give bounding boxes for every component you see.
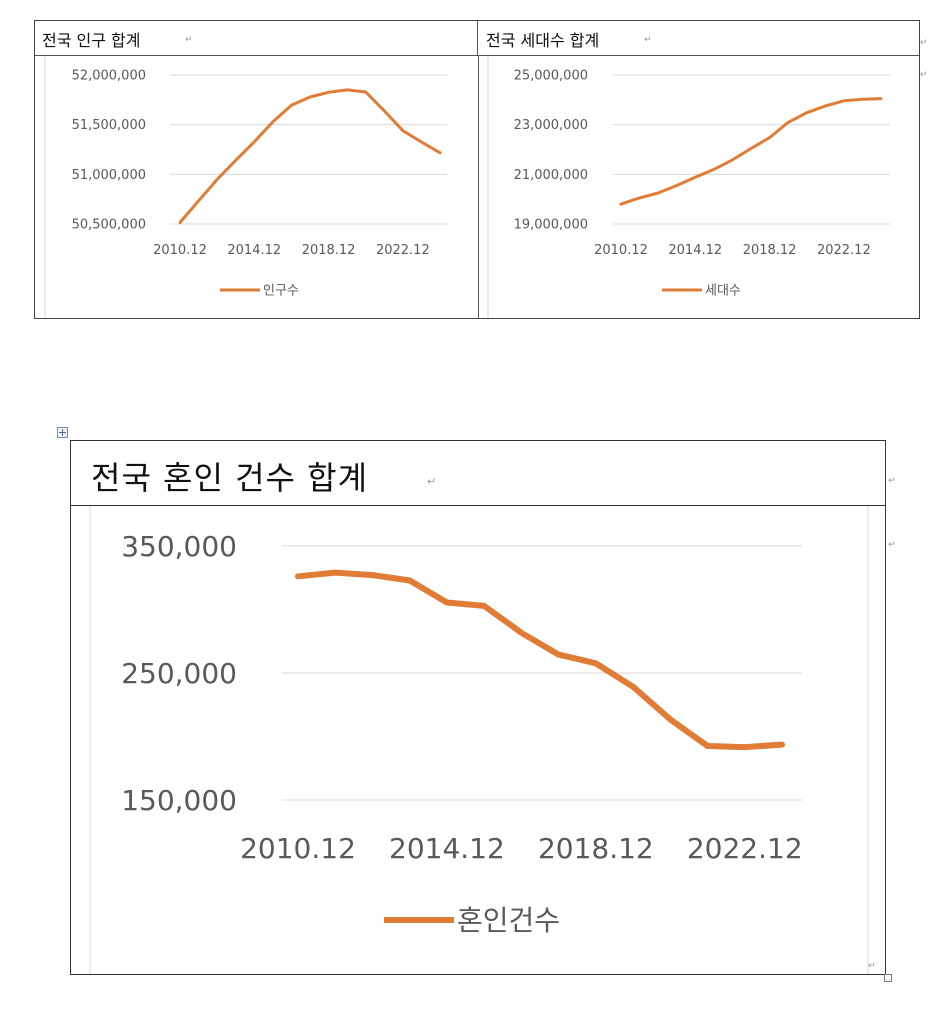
y-tick-label: 150,000 — [121, 784, 237, 817]
bottom-table: 전국 혼인 건수 합계 ↵ — [70, 440, 886, 975]
x-tick-label: 2014.12 — [389, 832, 505, 865]
legend-label: 혼인건수 — [457, 904, 560, 937]
population-title-cell: 전국 인구 합계 ↵ — [35, 21, 478, 56]
paragraph-mark-icon: ↵ — [868, 961, 876, 971]
paragraph-mark-icon: ↵ — [920, 70, 928, 80]
top-table: 전국 인구 합계 ↵ 전국 세대수 합계 ↵ — [34, 20, 920, 319]
x-tick-label: 2022.12 — [687, 832, 803, 865]
x-tick-label: 2010.12 — [153, 243, 207, 258]
y-tick-label: 50,500,000 — [72, 218, 146, 233]
marriage-chart: 150,000 250,000 350,000 2010.12 2014.12 2018.… — [89, 506, 869, 974]
series-line — [295, 569, 785, 751]
y-tick-label: 52,000,000 — [72, 69, 146, 84]
x-tick-label: 2018.12 — [538, 832, 654, 865]
x-tick-label: 2010.12 — [240, 832, 356, 865]
legend-label: 인구수 — [263, 284, 299, 299]
x-tick-label: 2010.12 — [594, 243, 648, 258]
y-tick-label: 250,000 — [121, 657, 237, 690]
series-line — [619, 97, 883, 206]
x-tick-label: 2022.12 — [817, 243, 871, 258]
legend-label: 세대수 — [705, 284, 741, 299]
marriage-title-cell: 전국 혼인 건수 합계 ↵ — [71, 441, 885, 506]
series-line — [178, 88, 442, 224]
x-tick-label: 2014.12 — [668, 243, 722, 258]
x-tick-label: 2014.12 — [227, 243, 281, 258]
households-title: 전국 세대수 합계 — [486, 31, 600, 50]
y-tick-label: 25,000,000 — [514, 69, 588, 84]
table-move-handle-icon[interactable] — [57, 427, 68, 438]
y-tick-label: 23,000,000 — [514, 118, 588, 133]
paragraph-mark-icon: ↵ — [888, 540, 896, 550]
households-title-cell: 전국 세대수 합계 ↵ — [478, 21, 919, 56]
paragraph-mark-icon: ↵ — [185, 35, 193, 45]
marriage-title: 전국 혼인 건수 합계 — [91, 459, 369, 497]
paragraph-mark-icon: ↵ — [920, 38, 928, 48]
y-tick-label: 51,500,000 — [72, 118, 146, 133]
x-tick-label: 2018.12 — [302, 243, 356, 258]
paragraph-mark-icon: ↵ — [888, 476, 896, 486]
x-tick-label: 2018.12 — [743, 243, 797, 258]
y-tick-label: 19,000,000 — [514, 218, 588, 233]
households-chart: 19,000,000 21,000,000 23,000,000 25,000,000… — [487, 56, 890, 318]
paragraph-mark-icon: ↵ — [644, 35, 652, 45]
y-tick-label: 350,000 — [121, 530, 237, 563]
population-title: 전국 인구 합계 — [42, 31, 141, 50]
x-tick-label: 2022.12 — [376, 243, 430, 258]
table-resize-handle-icon[interactable] — [884, 974, 892, 982]
population-chart: 50,500,000 51,000,000 51,500,000 52,000,000… — [44, 56, 447, 318]
y-tick-label: 21,000,000 — [514, 168, 588, 183]
paragraph-mark-icon: ↵ — [427, 475, 437, 488]
top-divider — [478, 56, 479, 318]
y-tick-label: 51,000,000 — [72, 168, 146, 183]
